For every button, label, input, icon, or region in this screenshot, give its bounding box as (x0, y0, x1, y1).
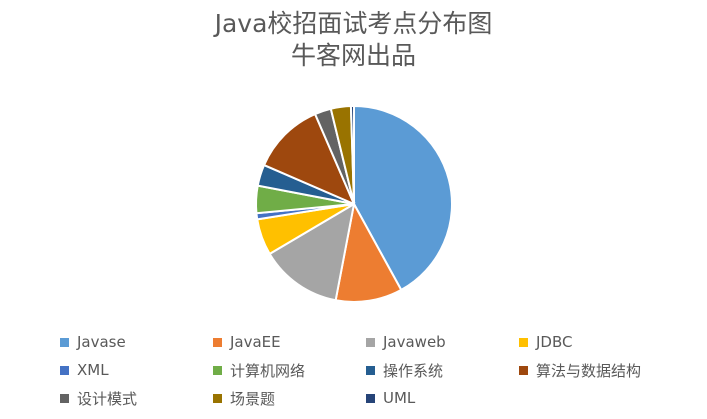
legend-item: Javase (60, 331, 126, 353)
legend-label: 计算机网络 (230, 361, 306, 380)
legend-item: XML (60, 359, 109, 381)
legend-label: Javaweb (383, 333, 446, 351)
legend-swatch (60, 337, 69, 347)
legend-swatch (60, 365, 69, 375)
legend-label: JavaEE (230, 333, 281, 351)
pie-slice-0 (353, 104, 453, 292)
legend-label: XML (77, 361, 109, 379)
legend-swatch (60, 393, 69, 403)
pie-slice-7 (262, 112, 356, 206)
legend-swatch (213, 393, 222, 403)
legend-item: 操作系统 (366, 359, 443, 381)
legend-label: UML (383, 389, 416, 407)
legend-item: UML (366, 387, 415, 409)
legend-label: 操作系统 (383, 361, 444, 380)
legend-label: 场景题 (230, 389, 276, 408)
legend-item: 算法与数据结构 (519, 359, 641, 381)
chart-title: Java校招面试考点分布图 (214, 9, 493, 38)
legend-swatch (519, 365, 528, 375)
pie-slice-2 (268, 202, 356, 302)
legend-swatch (519, 337, 528, 347)
chart-subtitle: 牛客网出品 (290, 41, 416, 70)
legend-swatch (366, 365, 375, 375)
legend-item: 设计模式 (60, 387, 137, 409)
legend-swatch (213, 337, 222, 347)
legend-label: JDBC (536, 333, 573, 351)
pie-slice-10 (349, 104, 355, 205)
legend-swatch (366, 393, 375, 403)
pie-slice-1 (334, 201, 403, 303)
legend-item: JDBC (519, 331, 572, 353)
legend-item: 计算机网络 (213, 359, 305, 381)
legend-item: JavaEE (213, 331, 281, 353)
legend-swatch (213, 365, 222, 375)
legend-item: Javaweb (366, 331, 446, 353)
legend-swatch (366, 337, 375, 347)
legend-item: 场景题 (213, 387, 275, 409)
legend-label: 算法与数据结构 (536, 361, 642, 380)
legend-label: 设计模式 (77, 389, 138, 408)
legend-label: Javase (77, 333, 126, 351)
